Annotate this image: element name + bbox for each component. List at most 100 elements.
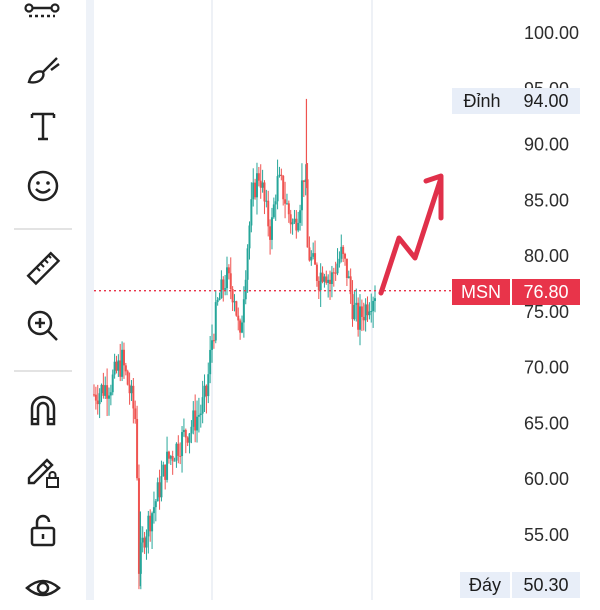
candle-body — [351, 294, 354, 320]
candle-body — [359, 306, 362, 330]
candle-body — [304, 179, 307, 182]
candle-body — [345, 258, 348, 278]
chart-grid — [211, 0, 373, 600]
candle-body — [128, 384, 131, 394]
candle-body — [315, 264, 318, 281]
low-price-value: 50.30 — [512, 572, 580, 598]
candle-body — [151, 513, 154, 532]
candle-body — [370, 311, 373, 313]
candle-body — [158, 482, 161, 498]
candle-body — [239, 320, 242, 333]
candle-body — [113, 361, 116, 375]
candle-body — [231, 288, 234, 303]
trend-line-tool[interactable] — [18, 0, 68, 36]
candle-body — [338, 258, 341, 264]
brush-tool[interactable] — [18, 48, 68, 92]
brush-icon — [27, 57, 60, 84]
candle-body — [175, 443, 178, 461]
candle-body — [329, 279, 332, 285]
visibility-tool[interactable] — [18, 566, 68, 610]
smiley-icon — [27, 170, 59, 202]
current-price-value: 76.80 — [512, 279, 580, 305]
candle-body — [169, 456, 172, 459]
unlock-tool[interactable] — [18, 508, 68, 552]
candle-body — [248, 225, 251, 249]
magnet-tool[interactable] — [18, 388, 68, 432]
candle-body — [164, 464, 167, 480]
emoji-tool[interactable] — [18, 164, 68, 208]
candle-body — [362, 316, 365, 321]
candle-body — [109, 392, 112, 396]
candle-body — [199, 413, 202, 416]
eye-icon — [25, 579, 61, 597]
candle-body — [117, 360, 120, 371]
candle-body — [192, 410, 195, 427]
candle-body — [147, 515, 150, 537]
candle-body — [203, 385, 206, 398]
zoom-in-icon — [27, 310, 58, 341]
candle-body — [254, 182, 257, 198]
candle-body — [119, 360, 122, 377]
candle-body — [321, 272, 324, 282]
trend-line-icon — [24, 3, 60, 18]
candle-body — [218, 298, 221, 301]
candle-body — [100, 384, 103, 394]
toolbar-edge — [86, 0, 94, 600]
candle-body — [156, 482, 159, 502]
lock-drawings-tool[interactable] — [18, 448, 68, 492]
candle-body — [269, 226, 272, 240]
text-icon — [30, 112, 56, 141]
candle-body — [115, 361, 118, 371]
candle-body — [327, 279, 330, 283]
price-tick-label: 75.00 — [524, 302, 569, 322]
drawing-toolbar — [0, 0, 86, 600]
candle-body — [340, 246, 343, 259]
candle-body — [366, 304, 369, 316]
candle-body — [368, 311, 371, 316]
toolbar-divider — [14, 228, 72, 230]
candle-body — [364, 304, 367, 321]
candle-body — [257, 173, 260, 181]
candle-body — [357, 302, 360, 330]
forecast-arrow — [378, 173, 444, 296]
candle-body — [134, 408, 137, 420]
candle-body — [126, 371, 129, 385]
candle-body — [190, 426, 193, 434]
zoom-tool[interactable] — [18, 304, 68, 348]
candle-body — [107, 395, 110, 399]
high-price-value: 94.00 — [512, 88, 580, 114]
candle-body — [122, 349, 125, 366]
candle-body — [278, 174, 281, 177]
candle-body — [297, 222, 300, 231]
candle-body — [194, 410, 197, 431]
candle-body — [293, 218, 296, 223]
candle-body — [181, 432, 184, 457]
candle-body — [280, 174, 283, 176]
candle-body — [235, 301, 238, 316]
ruler-tool[interactable] — [18, 246, 68, 290]
candle-body — [149, 515, 152, 532]
candle-body — [152, 507, 155, 514]
candle-body — [104, 385, 107, 396]
candle-body — [96, 400, 99, 405]
candle-body — [360, 306, 363, 317]
price-tick-label: 55.00 — [524, 525, 569, 545]
candle-body — [111, 374, 114, 393]
candle-body — [233, 301, 236, 303]
text-tool[interactable] — [18, 104, 68, 148]
candle-body — [224, 288, 227, 290]
candle-body — [265, 200, 268, 202]
candle-body — [98, 393, 101, 405]
price-tick-label: 60.00 — [524, 469, 569, 489]
candle-body — [270, 217, 273, 240]
candle-body — [106, 385, 109, 399]
ruler-icon — [26, 251, 61, 286]
candle-body — [222, 279, 225, 290]
candle-body — [137, 478, 140, 574]
candle-body — [267, 200, 270, 227]
candle-body — [196, 416, 199, 431]
candle-body — [179, 455, 182, 457]
candle-body — [182, 429, 185, 433]
candle-body — [255, 173, 258, 198]
